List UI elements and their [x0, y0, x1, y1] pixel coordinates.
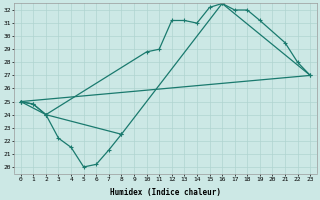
X-axis label: Humidex (Indice chaleur): Humidex (Indice chaleur) [110, 188, 221, 197]
